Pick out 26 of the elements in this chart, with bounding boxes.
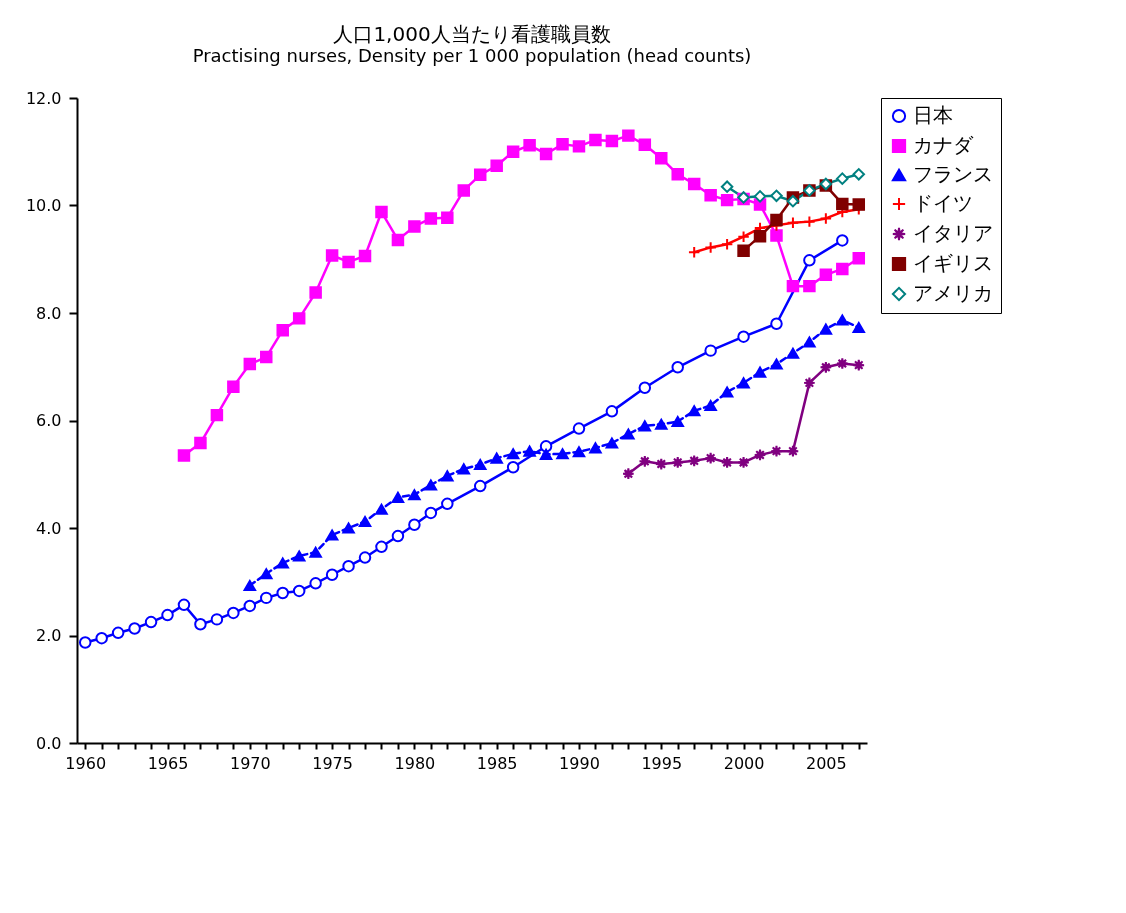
x-tick-label: 1995 [641,753,683,773]
chart-title: 人口1,000人当たり看護職員数 [333,22,611,46]
y-tick-label: 2.0 [36,626,62,645]
x-tick-label: 1970 [229,753,271,773]
legend-label: イタリア [913,221,993,245]
y-tick-label: 10.0 [25,196,62,215]
x-tick-label: 2005 [805,753,847,773]
x-tick-label: 1985 [476,753,518,773]
y-tick-label: 0.0 [36,733,62,753]
y-tick-label: 12.0 [25,88,62,108]
x-tick-label: 1980 [394,753,436,773]
legend-label: イギリス [913,251,993,275]
x-tick-label: 1960 [65,753,107,773]
legend-label: 日本 [913,103,953,127]
y-tick-label: 8.0 [36,303,62,323]
legend-label: ドイツ [913,191,973,215]
x-tick-label: 1965 [147,753,189,773]
chart-subtitle: Practising nurses, Density per 1 000 population (head counts) [192,45,752,66]
legend-label: カナダ [913,133,974,157]
x-tick-label: 2000 [723,753,765,773]
x-tick-label: 1975 [312,753,353,773]
y-tick-label: 6.0 [36,411,62,430]
y-tick-label: 4.0 [36,518,62,538]
legend-label: アメリカ [913,281,993,305]
legend-label: フランス [913,162,993,186]
x-tick-label: 1990 [559,753,600,773]
